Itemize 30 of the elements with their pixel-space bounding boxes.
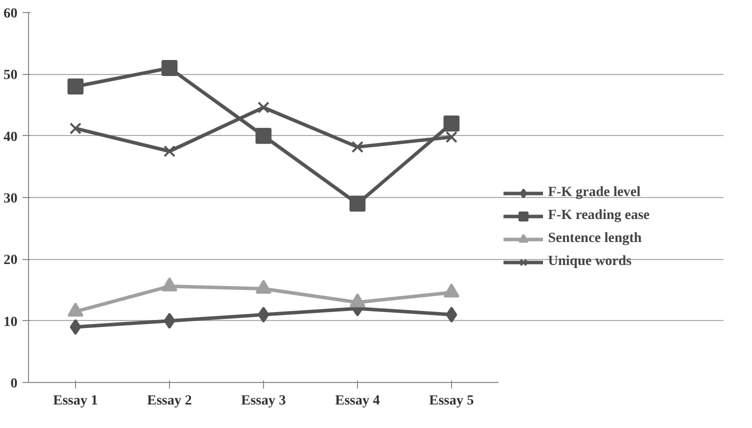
point xyxy=(258,102,270,114)
y-tick-label: 40 xyxy=(4,130,18,145)
x-tick-label: Essay 4 xyxy=(335,394,380,408)
point xyxy=(446,131,458,144)
point xyxy=(444,116,460,132)
x-tick-label: Essay 1 xyxy=(53,394,98,408)
point xyxy=(164,312,176,329)
y-tick-label: 50 xyxy=(4,68,18,84)
point xyxy=(350,196,366,212)
point xyxy=(68,78,84,94)
y-tick-label: 0 xyxy=(10,376,18,392)
y-tick-label: 20 xyxy=(4,253,18,268)
point xyxy=(70,319,82,335)
legend-label: Sentence length xyxy=(548,231,642,247)
x-tick-label: Essay 2 xyxy=(147,394,192,408)
legend-label: F-K reading ease xyxy=(548,208,650,224)
point xyxy=(446,306,458,323)
x-tick-label: Essay 3 xyxy=(241,394,286,408)
legend-label: Unique words xyxy=(548,254,632,270)
y-tick-label: 30 xyxy=(4,192,18,206)
point xyxy=(352,140,364,153)
point xyxy=(162,60,178,76)
point xyxy=(164,145,176,158)
y-tick-label: 10 xyxy=(4,314,18,330)
y-tick-label: 60 xyxy=(4,6,18,22)
point xyxy=(70,122,82,134)
point xyxy=(256,128,272,144)
x-tick-label: Essay 5 xyxy=(429,394,474,408)
point xyxy=(258,306,270,323)
legend-label: F-K grade level xyxy=(548,185,641,201)
